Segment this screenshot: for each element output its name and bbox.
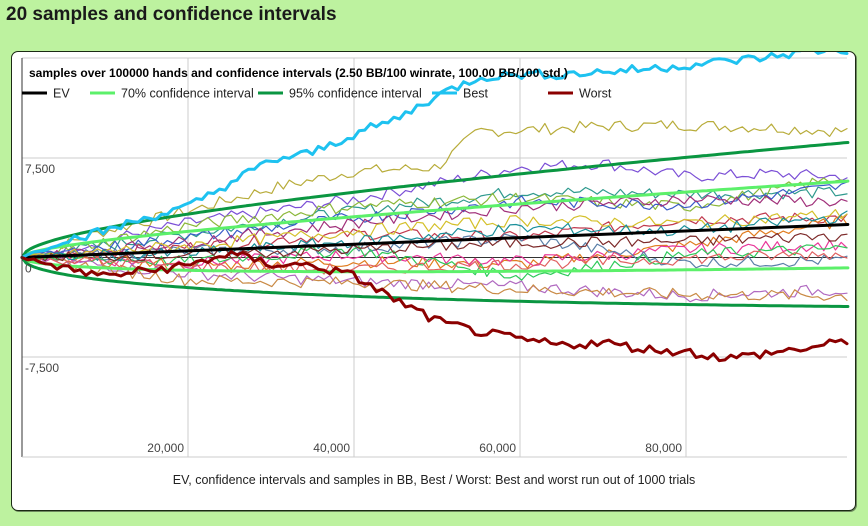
x-tick-label: 40,000 <box>313 441 350 455</box>
series-sample-13 <box>21 194 848 260</box>
legend-label: EV <box>53 87 70 101</box>
series-sample-2 <box>21 159 848 259</box>
series-sample-4 <box>21 212 848 259</box>
legend-item-best: Best <box>432 87 489 101</box>
series-sample-9 <box>21 256 848 301</box>
series-95-confidence-interval-lower <box>20 256 850 308</box>
legend-item-worst: Worst <box>548 87 612 101</box>
axes: 20,000 40,000 60,000 80,000 7,500 0 -7,500 <box>21 58 847 458</box>
y-tick-label: 7,500 <box>25 162 55 176</box>
legend-item-ev: EV <box>22 87 70 101</box>
series-layer <box>20 52 850 363</box>
series-worst <box>20 250 849 363</box>
chart-title: samples over 100000 hands and confidence… <box>29 66 568 80</box>
y-tick-label: 0 <box>25 262 32 276</box>
series-sample-17 <box>21 250 848 275</box>
legend-item-95-confidence-interval: 95% confidence interval <box>258 87 422 101</box>
y-tick-label: -7,500 <box>25 361 59 375</box>
series-sample-15 <box>21 210 848 262</box>
x-tick-label: 80,000 <box>645 441 682 455</box>
series-95-confidence-interval-upper <box>20 141 850 259</box>
series-sample-1 <box>21 120 848 259</box>
x-axis-caption: EV, confidence intervals and samples in … <box>173 473 696 487</box>
series-best <box>20 52 849 259</box>
legend-label: 70% confidence interval <box>121 87 254 101</box>
series-ev <box>20 222 850 259</box>
chart: 20,000 40,000 60,000 80,000 7,500 0 -7,500 sam… <box>20 52 850 487</box>
legend-label: 95% confidence interval <box>289 87 422 101</box>
x-tick-label: 20,000 <box>147 441 184 455</box>
chart-card: 20,000 40,000 60,000 80,000 7,500 0 -7,500 sam… <box>11 51 856 511</box>
legend-label: Best <box>463 87 489 101</box>
legend: EV 70% confidence interval 95% confidence … <box>22 87 612 101</box>
legend-item-70-confidence-interval: 70% confidence interval <box>90 87 254 101</box>
x-tick-label: 60,000 <box>479 441 516 455</box>
page-title: 20 samples and confidence intervals <box>6 4 337 25</box>
legend-label: Worst <box>579 87 612 101</box>
series-70-confidence-interval-upper <box>20 179 850 259</box>
